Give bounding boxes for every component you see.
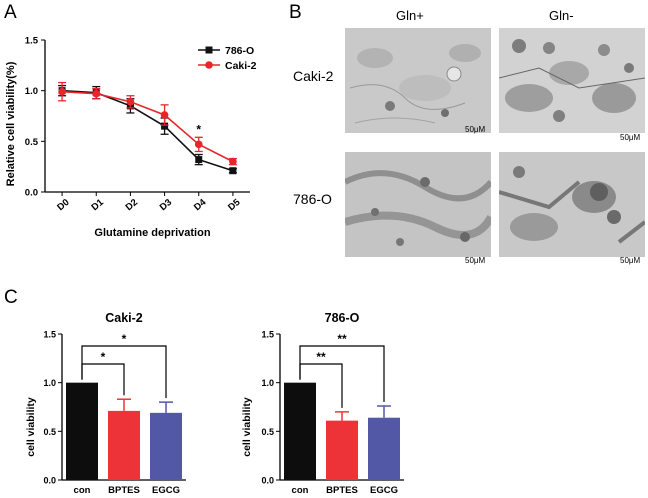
x-tick-label: con [74, 485, 91, 496]
bar-egcg [368, 417, 400, 480]
y-tick-label: 1.0 [261, 378, 274, 388]
bar-con [284, 382, 316, 480]
scale-bar-label: 50μM [465, 125, 486, 134]
data-point [194, 140, 203, 149]
chart-title: Caki-2 [105, 311, 143, 325]
x-tick-label: con [292, 485, 309, 496]
micrograph-786o-gln-minus [499, 152, 645, 257]
series-caki-2 [58, 81, 237, 166]
significance-mark: * [101, 350, 106, 364]
bar-chart-caki2: Caki-2 0.0 0.5 1.0 1.5 cell viability con BPTES… [25, 311, 186, 496]
data-point [92, 89, 101, 98]
y-tick-label: 0.0 [25, 188, 38, 199]
data-point [126, 98, 135, 106]
row-label-caki2: Caki-2 [293, 68, 334, 84]
data-point [229, 167, 237, 175]
data-point [229, 157, 237, 166]
column-header-gln-plus: Gln+ [396, 8, 424, 23]
y-tick-label: 0.0 [261, 476, 274, 486]
y-tick-label: 1.0 [43, 378, 56, 388]
y-tick-label: 0.5 [25, 137, 39, 148]
x-tick-label: D1 [89, 197, 106, 214]
column-header-gln-minus: Gln- [549, 8, 574, 23]
scale-bar-label: 50μM [620, 133, 641, 142]
legend-label: Caki-2 [225, 60, 257, 72]
significance-bracket [81, 345, 167, 399]
legend-marker [205, 61, 213, 69]
data-point [160, 111, 169, 119]
series-786-o [58, 84, 237, 175]
y-axis-title: Relative cell viability(%) [5, 61, 17, 186]
x-tick-label: EGCG [370, 485, 398, 496]
y-tick-label: 0.5 [261, 427, 274, 437]
line-chart-glutamine: 0.0 0.5 1.0 1.5 D0 D1 D2 D3 D4 D5 Glutamine depriv… [5, 36, 257, 240]
y-tick-label: 0.0 [43, 476, 56, 486]
data-point [58, 87, 66, 96]
x-tick-label: EGCG [152, 485, 180, 496]
legend-marker [205, 46, 213, 54]
y-tick-label: 1.0 [25, 86, 38, 97]
x-tick-label: D4 [192, 197, 209, 214]
panel-label-b: B [289, 2, 302, 23]
micrograph-caki2-gln-minus [499, 28, 645, 133]
significance-bracket [299, 345, 385, 403]
x-tick-label: D5 [226, 197, 243, 214]
bar-chart-786o: 786-O 0.0 0.5 1.0 1.5 cell viability con BPTES E… [241, 311, 404, 496]
panel-label-a: A [4, 2, 17, 23]
row-label-786o: 786-O [293, 191, 332, 207]
significance-mark: * [122, 332, 127, 346]
y-tick-label: 1.5 [43, 330, 56, 340]
x-tick-label: BPTES [108, 485, 140, 496]
y-tick-label: 0.5 [43, 427, 56, 437]
x-tick-label: D0 [55, 197, 71, 213]
bar-con [66, 382, 98, 480]
micrograph-786o-gln-plus [345, 152, 491, 257]
bar-bptes [326, 420, 358, 480]
x-tick-label: BPTES [326, 485, 358, 496]
y-tick-label: 1.5 [261, 330, 274, 340]
significance-mark: ** [316, 350, 326, 364]
chart-title: 786-O [325, 311, 360, 325]
data-point [161, 122, 169, 130]
y-axis-title: cell viability [25, 397, 37, 457]
scale-bar-label: 50μM [465, 256, 486, 265]
y-axis-title: cell viability [241, 397, 253, 457]
x-tick-label: D2 [124, 197, 140, 213]
x-tick-label: D3 [158, 197, 174, 213]
bar-egcg [150, 412, 182, 480]
significance-annotation: * [196, 122, 201, 136]
significance-mark: ** [337, 332, 347, 346]
bar-bptes [108, 410, 140, 480]
micrograph-caki2-gln-plus [345, 28, 491, 133]
series-line [62, 89, 234, 172]
x-axis-title: Glutamine deprivation [94, 227, 210, 239]
panel-label-c: C [4, 287, 18, 308]
data-point [195, 156, 203, 164]
scale-bar-label: 50μM [620, 256, 641, 265]
y-tick-label: 1.5 [25, 36, 39, 47]
legend-label: 786-O [225, 45, 254, 57]
series-line [62, 90, 234, 163]
